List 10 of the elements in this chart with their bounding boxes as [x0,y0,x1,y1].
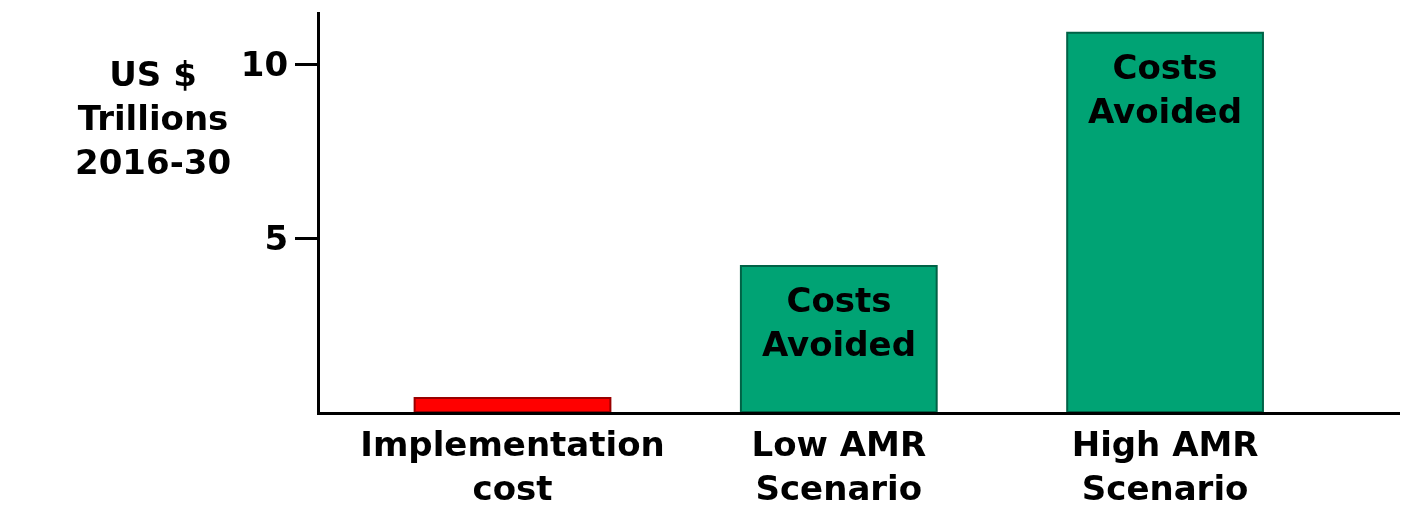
x-tick-label: Implementation cost [360,423,665,507]
annotation: Costs Avoided [762,280,917,365]
y-tick-label: 10 [240,44,289,85]
bar [1066,31,1264,412]
y-tick-label: 5 [264,217,289,258]
x-tick-label: High AMR Scenario [1071,423,1259,507]
annotation: Costs Avoided [1088,47,1243,132]
x-tick-label: Low AMR Scenario [751,423,927,507]
bar [413,397,612,412]
y-axis-title: US $ Trillions 2016-30 [75,54,232,183]
